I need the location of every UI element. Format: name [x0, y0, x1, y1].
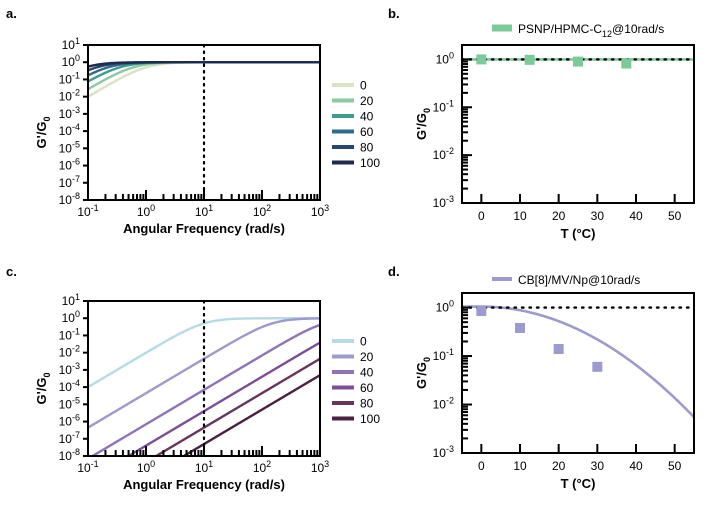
panel-a-y-tick-label: 10-8	[59, 191, 80, 207]
panel-b-y-tick-label: 10-3	[433, 194, 454, 210]
panel-a-legend-label-80: 80	[360, 141, 374, 155]
panel-a-y-tick-label: 10-7	[59, 174, 80, 190]
panel-a-y-tick-label: 10-2	[59, 88, 80, 104]
panel-d-letter: d.	[388, 264, 400, 279]
panel-c-legend-label-80: 80	[360, 397, 374, 411]
panel-a-y-tick-label: 101	[62, 36, 80, 52]
panel-b-y-tick-label: 10-2	[433, 146, 454, 162]
panel-d-x-axis-title: T (°C)	[561, 476, 596, 491]
panel-d-y-tick-label: 100	[436, 299, 454, 315]
panel-b-legend-label: PSNP/HPMC-C12@10rad/s	[518, 22, 664, 39]
panel-a-legend-label-40: 40	[360, 110, 374, 124]
panel-d-data-point	[592, 361, 603, 372]
panel-c-y-tick-label: 10-5	[59, 395, 80, 411]
panel-a-x-tick-label: 103	[311, 203, 329, 219]
panel-a-legend-label-0: 0	[360, 79, 367, 93]
panel-b-x-axis-title: T (°C)	[561, 226, 596, 241]
panel-c-y-tick-label: 10-7	[59, 430, 80, 446]
panel-c-x-tick-label: 10-1	[77, 459, 98, 475]
panel-c-letter: c.	[6, 264, 17, 279]
panel-b-x-tick-label: 50	[668, 209, 682, 223]
panel-d-x-tick-label: 50	[668, 459, 682, 473]
panel-b-data-point	[524, 54, 535, 65]
panel-c-y-axis-title: G'/G0	[34, 373, 52, 405]
panel-b-letter: b.	[388, 6, 400, 21]
panel-b-plot-frame	[461, 44, 695, 204]
panel-d-plot-frame	[461, 292, 695, 454]
panel-d-y-tick-label: 10-2	[433, 396, 454, 412]
panel-c-y-tick-label: 101	[62, 292, 80, 308]
panel-c-legend-label-40: 40	[360, 366, 374, 380]
panel-d-x-tick-label: 10	[513, 459, 527, 473]
panel-a-y-tick-label: 10-3	[59, 105, 80, 121]
panel-d-data-point	[476, 306, 487, 317]
panel-a-chart: 10-1 100 101 102 10310110010-110-210-310-410…	[34, 36, 380, 236]
panel-a-y-tick-label: 10-5	[59, 139, 80, 155]
panel-b-x-tick-label: 20	[552, 209, 566, 223]
panel-a-y-tick-label: 100	[62, 53, 80, 69]
panel-d-data-point	[515, 322, 525, 333]
panel-b-x-tick-label: 10	[513, 209, 527, 223]
panel-a-x-tick-label: 100	[137, 203, 155, 219]
panel-d-y-tick-label: 10-1	[433, 347, 454, 363]
panel-c-x-axis-title: Angular Frequency (rad/s)	[123, 477, 285, 492]
panel-b-data-point	[476, 54, 487, 65]
panel-b-x-tick-label: 40	[629, 209, 643, 223]
panel-c-y-tick-label: 10-2	[59, 344, 80, 360]
panel-c-series-line-40	[90, 323, 320, 456]
panel-b-y-axis-title: G'/G0	[414, 108, 432, 140]
panel-c-legend-label-60: 60	[360, 381, 374, 395]
panel-b-x-tick-label: 0	[478, 209, 485, 223]
panel-d-legend-label: CB[8]/MV/Np@10rad/s	[518, 273, 640, 287]
panel-b-chart: 0 10 20 30 40 50 100 10-1 10-2 10-3 T (°C) G'/G0 PSN…	[414, 22, 696, 241]
panel-c-y-tick-label: 10-3	[59, 361, 80, 377]
panel-a-x-axis-title: Angular Frequency (rad/s)	[123, 221, 285, 236]
panel-c-series-line-80	[153, 357, 320, 456]
panel-c-legend-label-20: 20	[360, 350, 374, 364]
panel-c-legend-label-0: 0	[360, 335, 367, 349]
panel-d-x-tick-label: 40	[629, 459, 643, 473]
panel-a-y-tick-label: 10-6	[59, 157, 80, 173]
panel-a-legend-label-60: 60	[360, 125, 374, 139]
panel-a-letter: a.	[6, 6, 17, 21]
panel-b-data-point	[573, 56, 583, 67]
panel-c-x-tick-label: 101	[195, 459, 213, 475]
panel-c-y-tick-label: 10-4	[59, 378, 80, 394]
panel-b-y-tick-label: 100	[436, 50, 454, 66]
panel-c-legend-label-100: 100	[360, 412, 380, 426]
panel-d-data-point	[553, 343, 564, 354]
panel-c-y-tick-label: 10-1	[59, 326, 80, 342]
panel-a-y-tick-label: 10-4	[59, 122, 80, 138]
panel-d-x-tick-label: 30	[591, 459, 605, 473]
panel-d-y-axis-title: G'/G0	[414, 357, 432, 389]
panel-c-y-tick-label: 10-8	[59, 447, 80, 463]
panel-b-y-tick-label: 10-1	[433, 98, 454, 114]
panel-a-x-tick-label: 102	[253, 203, 271, 219]
panel-a-y-tick-label: 10-1	[59, 70, 80, 86]
panel-c-y-tick-label: 100	[62, 309, 80, 325]
panel-b-data-point	[621, 58, 632, 69]
panel-d-x-tick-label: 0	[478, 459, 485, 473]
panel-a-legend-label-100: 100	[360, 156, 380, 170]
panel-d-fit-curve	[462, 305, 694, 419]
panel-a-y-axis-title: G'/G0	[34, 117, 52, 149]
panel-c-x-tick-label: 100	[137, 459, 155, 475]
panel-d-y-tick-label: 10-3	[433, 444, 454, 460]
panel-c-chart: 10-1 100 101 102 10310110010-110-210-310-410…	[34, 292, 380, 492]
panel-d-chart: 0 10 20 30 40 50 100 10-1 10-2 10-3 T (°C) G'/G0 CB[…	[414, 273, 696, 491]
panel-c-y-tick-label: 10-6	[59, 413, 80, 429]
panel-a-legend-label-20: 20	[360, 94, 374, 108]
panel-d-x-tick-label: 20	[552, 459, 566, 473]
panel-c-x-tick-label: 103	[311, 459, 329, 475]
panel-c-series-line-0	[88, 317, 320, 389]
panel-a-series-line-100	[88, 61, 320, 68]
panel-a-x-tick-label: 101	[195, 203, 213, 219]
panel-b-x-tick-label: 30	[591, 209, 605, 223]
panel-c-x-tick-label: 102	[253, 459, 271, 475]
panel-a-x-tick-label: 10-1	[77, 203, 98, 219]
